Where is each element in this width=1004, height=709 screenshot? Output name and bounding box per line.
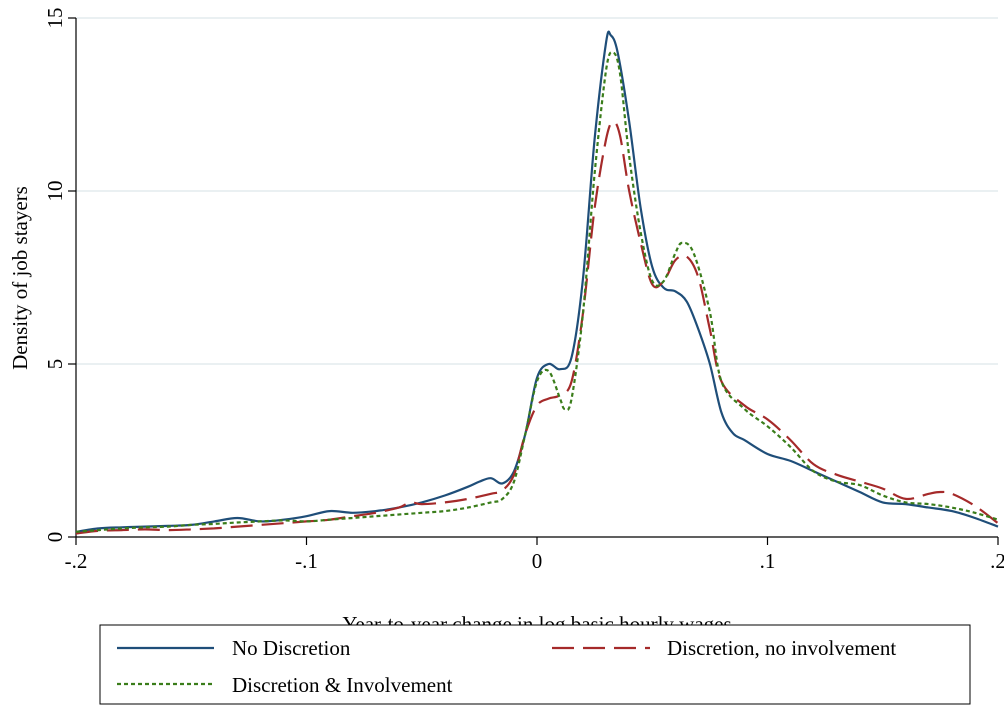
x-tick-label: .1 <box>760 549 776 573</box>
legend-label-discretion-no-involvement: Discretion, no involvement <box>667 636 896 660</box>
x-tick-label: -.2 <box>65 549 88 573</box>
legend-label-no-discretion: No Discretion <box>232 636 351 660</box>
grid-layer <box>76 17 998 365</box>
legend-label-discretion-involvement: Discretion & Involvement <box>232 673 453 697</box>
x-tick-label: .2 <box>990 549 1004 573</box>
series-layer <box>75 30 999 535</box>
legend: No Discretion Discretion, no involvement… <box>99 624 971 705</box>
y-ticks: 0 5 10 15 <box>43 8 76 543</box>
series-line-1 <box>75 120 999 535</box>
series-line-0 <box>75 30 999 533</box>
y-tick-label: 0 <box>43 532 67 543</box>
series-line-2 <box>75 51 999 533</box>
y-tick-label: 15 <box>43 8 67 29</box>
legend-box <box>99 624 971 705</box>
y-axis-title: Density of job stayers <box>8 186 32 370</box>
axis-layer <box>75 18 998 538</box>
x-ticks: -.2 -.1 0 .1 .2 <box>65 537 1004 573</box>
x-tick-label: -.1 <box>295 549 318 573</box>
y-tick-label: 10 <box>43 181 67 202</box>
x-tick-label: 0 <box>532 549 543 573</box>
y-tick-label: 5 <box>43 359 67 370</box>
